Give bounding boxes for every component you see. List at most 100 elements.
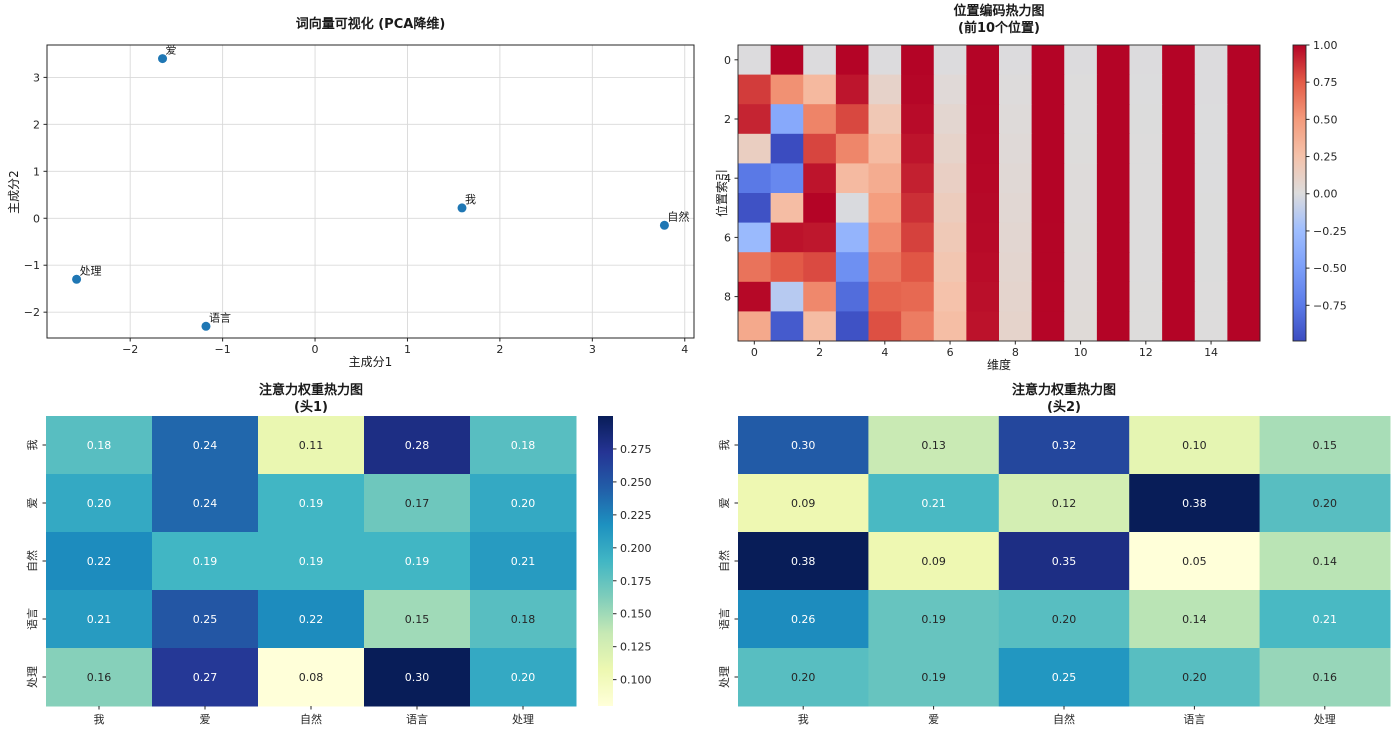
- y-tick-label: 8: [724, 291, 731, 304]
- heatmap-cell: [999, 104, 1033, 135]
- y-tick-label: 4: [724, 172, 731, 185]
- heatmap-cell: [835, 104, 869, 135]
- heatmap-cell: [933, 133, 967, 164]
- cell-value-label: 0.20: [1182, 671, 1207, 684]
- cell-value-label: 0.14: [1313, 555, 1338, 568]
- head1-title-line1: 注意力权重热力图: [258, 383, 363, 398]
- cell-value-label: 0.21: [511, 555, 536, 568]
- heatmap-cell: [1227, 74, 1261, 105]
- heatmap-cell: [1064, 311, 1098, 342]
- cell-value-label: 0.20: [791, 671, 816, 684]
- heatmap-cell: [803, 252, 837, 283]
- heatmap-cell: [770, 252, 804, 283]
- colorbar-tick-label: 0.00: [1313, 188, 1338, 201]
- heatmap-cell: [933, 281, 967, 312]
- x-tick-label: 3: [589, 343, 596, 356]
- heatmap-cell: [258, 590, 365, 649]
- heatmap-cell: [933, 252, 967, 283]
- data-point-label: 处理: [80, 264, 102, 277]
- heatmap-cell: [1096, 222, 1130, 253]
- x-tick-label: 处理: [1314, 713, 1336, 726]
- pe-xlabel: 维度: [986, 358, 1011, 372]
- cell-value-label: 0.16: [87, 671, 112, 684]
- heatmap-cell: [1227, 222, 1261, 253]
- cell-value-label: 0.22: [87, 555, 112, 568]
- cell-value-label: 0.21: [1313, 613, 1338, 626]
- heatmap-cell: [1031, 281, 1065, 312]
- x-tick-label: 4: [881, 346, 888, 359]
- heatmap-cell: [46, 474, 153, 533]
- heatmap-cell: [1031, 222, 1065, 253]
- heatmap-cell: [770, 163, 804, 194]
- colorbar-tick-label: 0.225: [620, 509, 652, 522]
- heatmap-cell: [738, 133, 772, 164]
- heatmap-cell: [1096, 252, 1130, 283]
- heatmap-cell: [803, 163, 837, 194]
- heatmap-cell: [933, 193, 967, 224]
- data-point: [457, 203, 467, 213]
- data-point-label: 爱: [166, 44, 177, 57]
- y-tick-label: 处理: [26, 666, 39, 688]
- heatmap-cell: [1194, 74, 1228, 105]
- cell-value-label: 0.19: [921, 613, 946, 626]
- colorbar-tick-label: 0.50: [1313, 113, 1338, 126]
- heatmap-cell: [1129, 281, 1163, 312]
- heatmap-cell: [868, 74, 902, 105]
- x-tick-label: 自然: [300, 712, 322, 726]
- heatmap-cell: [46, 532, 153, 591]
- heatmap-cell: [1064, 252, 1098, 283]
- y-tick-label: 0: [33, 212, 40, 225]
- heatmap-cell: [933, 104, 967, 135]
- x-tick-label: −1: [215, 343, 231, 356]
- heatmap-cell: [738, 252, 772, 283]
- heatmap-cell: [1227, 193, 1261, 224]
- heatmap-cell: [46, 416, 153, 475]
- heatmap-cell: [1259, 416, 1391, 475]
- heatmap-cell: [999, 45, 1033, 76]
- heatmap-cell: [1194, 222, 1228, 253]
- heatmap-cell: [966, 133, 1000, 164]
- cell-value-label: 0.32: [1052, 439, 1077, 452]
- y-tick-label: 2: [724, 113, 731, 126]
- x-tick-label: 语言: [406, 713, 428, 726]
- x-tick-label: 12: [1139, 346, 1153, 359]
- heatmap-cell: [152, 532, 259, 591]
- heatmap-cell: [1227, 163, 1261, 194]
- cell-value-label: 0.20: [511, 671, 536, 684]
- colorbar-tick-label: 0.250: [620, 476, 652, 489]
- heatmap-cell: [933, 222, 967, 253]
- y-tick-label: 2: [33, 118, 40, 131]
- cell-value-label: 0.18: [511, 613, 536, 626]
- x-tick-label: 处理: [512, 713, 534, 726]
- heatmap-cell: [258, 474, 365, 533]
- heatmap-cell: [835, 281, 869, 312]
- heatmap-cell: [901, 104, 935, 135]
- cell-value-label: 0.19: [921, 671, 946, 684]
- heatmap-cell: [770, 104, 804, 135]
- heatmap-cell: [1064, 74, 1098, 105]
- cell-value-label: 0.17: [405, 497, 430, 510]
- heatmap-cell: [999, 133, 1033, 164]
- heatmap-cell: [1162, 133, 1196, 164]
- heatmap-cell: [152, 416, 259, 475]
- heatmap-cell: [470, 474, 577, 533]
- heatmap-cell: [1227, 281, 1261, 312]
- cell-value-label: 0.30: [791, 439, 816, 452]
- data-point: [158, 54, 168, 64]
- heatmap-cell: [1162, 222, 1196, 253]
- colorbar-tick-label: 0.75: [1313, 76, 1338, 89]
- x-tick-label: 10: [1074, 346, 1088, 359]
- heatmap-cell: [770, 74, 804, 105]
- heatmap-cell: [1064, 163, 1098, 194]
- heatmap-cell: [738, 104, 772, 135]
- colorbar: [1292, 44, 1307, 342]
- heatmap-cell: [1129, 104, 1163, 135]
- pe-title-line1: 位置编码热力图: [953, 4, 1045, 19]
- x-tick-label: 语言: [1183, 713, 1205, 726]
- cell-value-label: 0.21: [87, 613, 112, 626]
- heatmap-cell: [46, 648, 153, 707]
- y-tick-label: 自然: [25, 550, 39, 572]
- heatmap-cell: [999, 311, 1033, 342]
- heatmap-cell: [868, 311, 902, 342]
